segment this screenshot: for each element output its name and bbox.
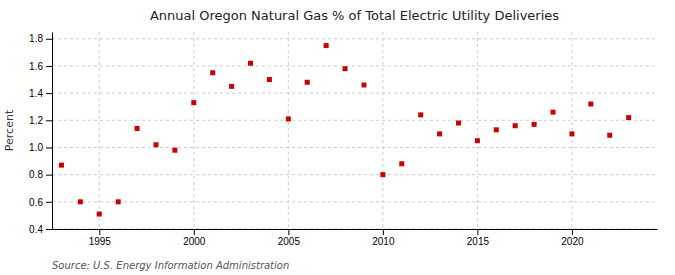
y-tick-mark — [46, 175, 52, 176]
point — [248, 61, 253, 66]
x-tick-label: 2000 — [183, 236, 206, 247]
grid-line-x — [477, 32, 478, 229]
x-tick: 2020 — [561, 229, 584, 247]
point — [229, 84, 234, 89]
y-tick-label: 0.6 — [29, 197, 43, 208]
x-axis-line — [53, 229, 658, 230]
grid-line-y — [52, 201, 657, 202]
y-tick: 1.8 — [29, 33, 52, 44]
y-axis-title: Percent — [3, 109, 16, 151]
x-tick-mark — [194, 229, 195, 235]
x-tick: 2005 — [278, 229, 301, 247]
y-tick-label: 1.4 — [29, 88, 43, 99]
grid-line-y — [52, 174, 657, 175]
x-tick-label: 2015 — [467, 236, 490, 247]
y-axis: 0.4 0.6 0.8 1.0 1.2 1.4 1.6 1.8 — [29, 33, 52, 235]
grid-line-y — [52, 229, 657, 230]
x-tick: 2010 — [372, 229, 395, 247]
point — [343, 66, 348, 71]
x-tick-mark — [99, 229, 100, 235]
point — [475, 138, 480, 143]
grid-line-y — [52, 93, 657, 94]
point — [399, 161, 404, 166]
y-tick-label: 1.0 — [29, 142, 43, 153]
y-tick: 0.6 — [29, 197, 52, 208]
grid-line-y — [52, 65, 657, 66]
x-tick-mark — [477, 229, 478, 235]
point — [97, 212, 102, 217]
y-tick-mark — [46, 93, 52, 94]
y-tick-label: 0.8 — [29, 169, 43, 180]
y-tick: 1.0 — [29, 142, 52, 153]
y-tick-label: 1.8 — [29, 33, 43, 44]
y-tick-mark — [46, 229, 52, 230]
y-tick-label: 0.4 — [29, 224, 43, 235]
point — [380, 172, 385, 177]
x-tick-mark — [572, 229, 573, 235]
point — [210, 70, 215, 75]
plot-area: 1995 2000 2005 2010 2015 2020 0.4 0.6 0.8 1.0 1.2 1… — [29, 32, 657, 247]
point — [418, 112, 423, 117]
y-tick: 1.4 — [29, 88, 52, 99]
y-tick-mark — [46, 147, 52, 148]
grid-line-y — [52, 38, 657, 39]
point — [532, 122, 537, 127]
title: Annual Oregon Natural Gas % of Total Ele… — [150, 8, 559, 23]
y-tick-mark — [46, 39, 52, 40]
point — [361, 82, 366, 87]
grid-line-x — [193, 32, 194, 229]
y-axis-line — [52, 33, 53, 230]
point — [513, 123, 518, 128]
x-tick-label: 2005 — [278, 236, 301, 247]
point — [172, 148, 177, 153]
x-tick-label: 2010 — [372, 236, 395, 247]
point — [494, 127, 499, 132]
point — [267, 77, 272, 82]
y-tick: 0.8 — [29, 169, 52, 180]
points — [59, 43, 631, 216]
grid-line-y — [52, 120, 657, 121]
grid-line-x — [288, 32, 289, 229]
y-tick-mark — [46, 202, 52, 203]
point — [135, 126, 140, 131]
point — [626, 115, 631, 120]
point — [191, 100, 196, 105]
x-tick: 2015 — [467, 229, 490, 247]
x-tick: 1995 — [89, 229, 112, 247]
y-tick: 1.6 — [29, 61, 52, 72]
point — [607, 133, 612, 138]
annotation: Source: U.S. Energy Information Administ… — [52, 260, 289, 271]
y-tick-label: 1.6 — [29, 61, 43, 72]
point — [569, 131, 574, 136]
x-tick-label: 1995 — [89, 236, 112, 247]
x-tick-label: 2020 — [561, 236, 584, 247]
point — [588, 102, 593, 107]
y-tick-mark — [46, 66, 52, 67]
y-tick: 0.4 — [29, 224, 52, 235]
point — [456, 121, 461, 126]
point — [59, 163, 64, 168]
point — [437, 131, 442, 136]
chart: 1995 2000 2005 2010 2015 2020 0.4 0.6 0.8 1.0 1.2 1… — [0, 0, 675, 275]
point — [116, 199, 121, 204]
point — [286, 116, 291, 121]
grid-line-x — [571, 32, 572, 229]
point — [78, 199, 83, 204]
y-tick: 1.2 — [29, 115, 52, 126]
x-axis: 1995 2000 2005 2010 2015 2020 — [53, 229, 658, 247]
point — [305, 80, 310, 85]
x-tick-mark — [288, 229, 289, 235]
x-tick: 2000 — [183, 229, 206, 247]
y-tick-mark — [46, 120, 52, 121]
x-tick-mark — [383, 229, 384, 235]
point — [324, 43, 329, 48]
grid — [52, 32, 657, 229]
point — [551, 110, 556, 115]
grid-line-x — [382, 32, 383, 229]
point — [153, 142, 158, 147]
y-tick-label: 1.2 — [29, 115, 43, 126]
grid-line-y — [52, 147, 657, 148]
grid-line-x — [99, 32, 100, 229]
